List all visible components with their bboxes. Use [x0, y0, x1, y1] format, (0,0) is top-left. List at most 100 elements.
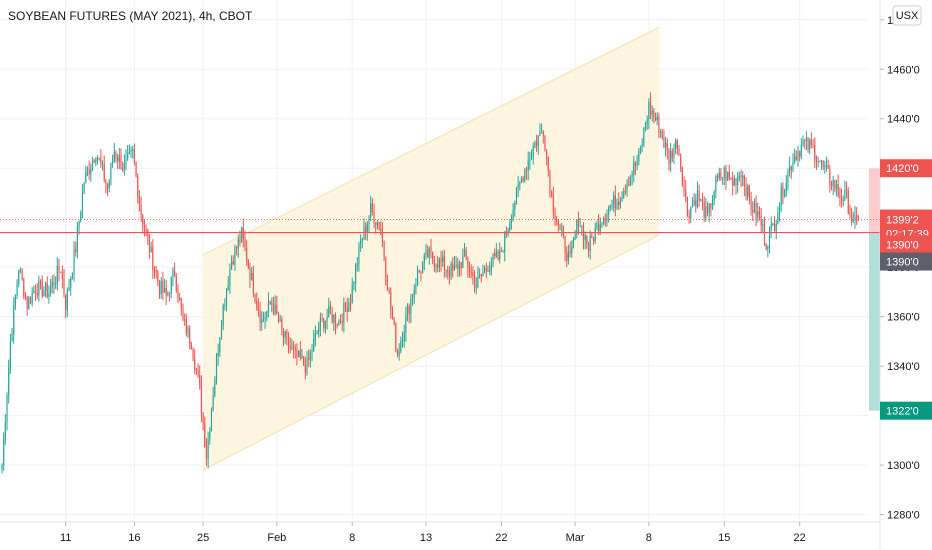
- currency-badge[interactable]: USX: [892, 5, 922, 26]
- candle-body: [596, 223, 598, 228]
- candle-body: [172, 270, 174, 277]
- candle-body: [737, 176, 739, 186]
- position-zones[interactable]: [869, 168, 880, 411]
- candle-body: [252, 272, 254, 294]
- candle-body: [447, 269, 449, 272]
- candle-body: [150, 246, 152, 252]
- x-axis[interactable]: 11 16 25 Feb 8 13 22 Mar 8 15 22: [0, 521, 880, 544]
- candle-body: [373, 211, 375, 224]
- candle-body: [656, 116, 658, 121]
- candle-body: [509, 223, 511, 230]
- candle-body: [185, 319, 187, 335]
- candle-body: [477, 276, 479, 287]
- candle-body: [574, 234, 576, 241]
- candle-body: [189, 327, 191, 344]
- candle-body: [88, 169, 90, 175]
- candle-body: [56, 265, 58, 284]
- candle-body: [711, 200, 714, 209]
- candle-body: [514, 204, 516, 210]
- candle-body: [61, 271, 63, 279]
- candle-body: [338, 321, 340, 326]
- candle-body: [234, 247, 236, 265]
- candle-body: [524, 169, 526, 181]
- candle-body: [494, 254, 496, 257]
- candle-body: [768, 230, 771, 247]
- candle-body: [83, 182, 85, 193]
- candle-body: [473, 275, 476, 288]
- candle-body: [576, 219, 578, 235]
- levels[interactable]: [0, 219, 880, 234]
- loss-price-label: 1420'0: [886, 163, 919, 175]
- candle-body: [46, 282, 48, 297]
- candle-body: [422, 262, 424, 273]
- candle-body: [733, 178, 735, 186]
- candle-body: [244, 238, 246, 248]
- candle-body: [706, 205, 709, 213]
- candle-body: [298, 350, 300, 357]
- candle-body: [187, 327, 189, 335]
- candle-body: [468, 267, 471, 272]
- candle-body: [140, 203, 142, 216]
- y-tick-label: 1340'0: [887, 361, 920, 373]
- candle-body: [209, 430, 211, 440]
- candle-body: [108, 179, 110, 189]
- candle-body: [130, 150, 132, 152]
- candle-body: [6, 395, 8, 423]
- candle-body: [569, 251, 571, 254]
- candle-body: [195, 369, 197, 371]
- candle-body: [33, 290, 35, 293]
- candle-body: [544, 135, 546, 152]
- candle-body: [237, 239, 239, 249]
- candle-body: [609, 205, 611, 208]
- candle-body: [294, 348, 296, 350]
- candle-body: [745, 186, 747, 197]
- candle-body: [815, 160, 818, 162]
- loss-zone: [869, 168, 880, 233]
- candle-body: [857, 217, 859, 221]
- candle-body: [547, 156, 549, 171]
- candle-body: [401, 340, 404, 342]
- candle-body: [53, 281, 55, 286]
- candle-body: [619, 200, 621, 206]
- candle-body: [730, 177, 732, 180]
- candle-body: [23, 279, 25, 297]
- y-axis[interactable]: 1480'01460'01440'01420'01400'01380'01360…: [879, 0, 932, 550]
- candle-body: [772, 223, 774, 225]
- candle-body: [658, 116, 660, 133]
- candle-body: [636, 161, 638, 166]
- candle-body: [762, 224, 764, 226]
- candle-body: [43, 291, 45, 297]
- candle-body: [840, 197, 843, 201]
- candle-body: [794, 156, 796, 163]
- candle-body: [14, 295, 16, 306]
- candle-body: [789, 166, 791, 173]
- candle-body: [152, 246, 154, 270]
- candle-body: [225, 289, 228, 305]
- candle-body: [520, 178, 523, 183]
- candle-body: [634, 162, 637, 166]
- candle-body: [462, 255, 464, 268]
- y-tick-label: 1460'0: [887, 64, 920, 76]
- candle-body: [799, 151, 801, 157]
- candle-body: [303, 356, 305, 365]
- candle-body: [572, 240, 575, 248]
- candle-body: [437, 265, 439, 268]
- candle-body: [44, 282, 47, 292]
- candle-body: [120, 155, 122, 169]
- candle-body: [304, 364, 306, 373]
- candle-body: [101, 164, 104, 166]
- candle-body: [760, 215, 762, 226]
- candle-body: [230, 261, 233, 270]
- candle-body: [616, 202, 618, 209]
- candle-body: [135, 162, 137, 177]
- candle-body: [723, 168, 725, 178]
- candle-body: [659, 131, 662, 133]
- candle-body: [163, 287, 166, 293]
- candle-body: [281, 319, 283, 329]
- candle-body: [502, 251, 504, 253]
- candle-body: [16, 283, 18, 296]
- candle-body: [825, 165, 828, 167]
- candle-body: [804, 139, 806, 141]
- candle-body: [621, 197, 623, 201]
